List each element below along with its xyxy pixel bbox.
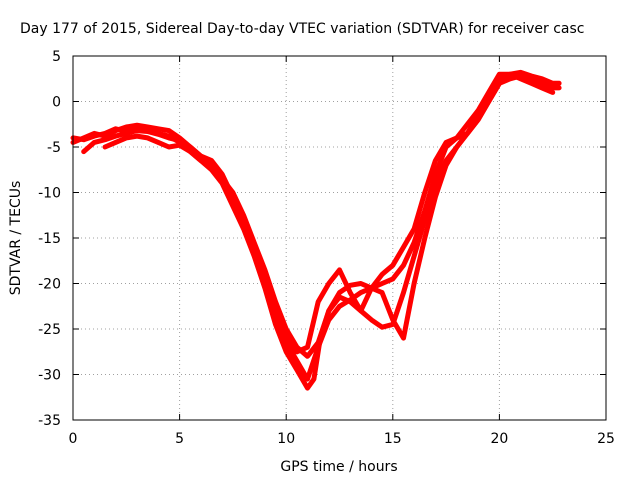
chart-title: Day 177 of 2015, Sidereal Day-to-day VTE… [20,21,584,37]
y-tick-label: -30 [38,368,61,384]
x-tick-label: 20 [490,431,508,447]
grid [73,56,606,420]
y-tick-label: -10 [38,186,61,202]
y-tick-label: -15 [38,231,61,247]
y-tick-label: -25 [38,322,61,338]
y-tick-label: 0 [52,95,61,111]
y-tick-label: -20 [38,277,61,293]
y-tick-label: -5 [47,140,61,156]
plot-frame [72,55,607,421]
x-axis: 0 5 10 15 20 25 [69,56,615,447]
y-tick-label: 5 [52,49,61,65]
x-tick-label: 10 [277,431,295,447]
series-line-2 [70,69,562,391]
y-axis: 5 0 -5 -10 -15 -20 -25 -30 -35 [38,49,606,429]
x-tick-label: 15 [384,431,402,447]
series-group [70,69,562,391]
x-tick-label: 0 [69,431,78,447]
series-line-4 [102,71,556,359]
series-line-1 [70,73,562,382]
series-line-3 [81,71,556,355]
y-axis-label: SDTVAR / TECUs [8,181,24,296]
x-tick-label: 5 [175,431,184,447]
y-tick-label: -35 [38,413,61,429]
x-tick-label: 25 [597,431,615,447]
x-axis-label: GPS time / hours [280,459,397,475]
